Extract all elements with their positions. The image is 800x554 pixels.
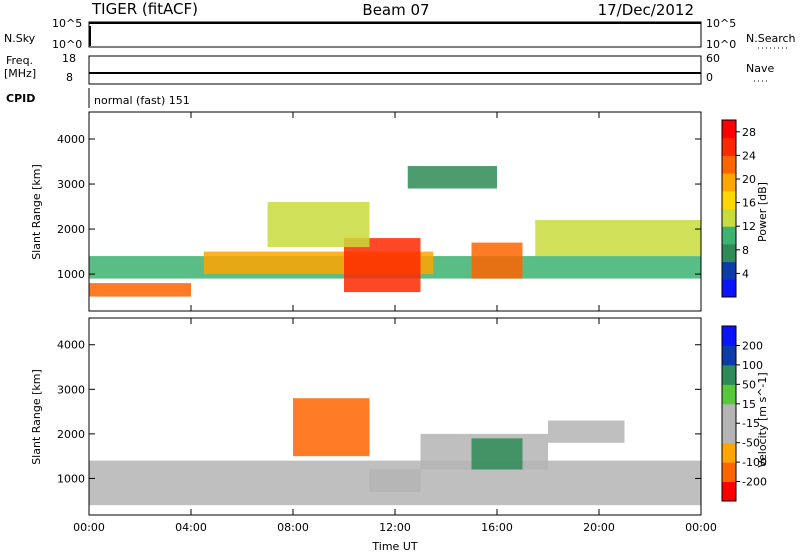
colorbar-segment <box>722 261 736 280</box>
nsky-left-top: 10^5 <box>52 17 82 30</box>
heatmap-band <box>89 283 191 297</box>
freq-label: Freq. <box>6 54 33 67</box>
colorbar-tick-label: -200 <box>742 476 767 489</box>
colorbar-segment <box>722 137 736 156</box>
colorbar-segment <box>722 403 736 424</box>
y-tick-label: 1000 <box>57 268 85 281</box>
cpid-value: normal (fast) 151 <box>94 94 190 107</box>
nsky-left-bottom: 10^0 <box>52 38 82 51</box>
nsky-label: N.Sky <box>4 32 36 45</box>
x-tick-label: 12:00 <box>379 521 411 534</box>
colorbar-segment <box>722 345 736 366</box>
colorbar-tick-label: -50 <box>742 437 760 450</box>
y-tick-label: 2000 <box>57 428 85 441</box>
cpid-label: CPID <box>6 92 35 105</box>
power-panel: 1000 2000 3000 4000 Slant Range [km] 4 8 12 16… <box>30 111 769 312</box>
heatmap-band <box>293 398 370 457</box>
power-heatmap <box>89 166 701 297</box>
colorbar-tick-label: -15 <box>742 417 760 430</box>
y-tick-label: 3000 <box>57 178 85 191</box>
velocity-heatmap <box>89 398 701 506</box>
power-colorbar: 4 8 12 16 20 24 28 <box>721 119 756 298</box>
freq-right-bottom: 0 <box>706 71 713 84</box>
colorbar-tick-label: 50 <box>742 378 756 391</box>
y-tick-label: 4000 <box>57 133 85 146</box>
colorbar-tick-label: 24 <box>742 149 756 162</box>
colorbar-tick-label: 15 <box>742 398 756 411</box>
colorbar-segment <box>722 384 736 405</box>
y-tick-label: 4000 <box>57 339 85 352</box>
colorbar-segment <box>722 462 736 483</box>
nsky-panel: N.Sky 10^5 10^0 10^5 10^0 N.Search <box>4 17 796 51</box>
colorbar-segment <box>722 120 736 139</box>
cpid-panel: CPID normal (fast) 151 <box>6 88 190 108</box>
freq-panel: Freq. [MHz] 18 8 60 0 Nave <box>4 52 774 85</box>
colorbar-tick-label: 16 <box>742 197 756 210</box>
x-tick-label: 16:00 <box>481 521 513 534</box>
xlabel: Time UT <box>371 540 417 553</box>
heatmap-band <box>407 166 497 189</box>
colorbar-tick-label: 8 <box>742 244 749 257</box>
colorbar-tick-label: 28 <box>742 126 756 139</box>
nsky-right-top: 10^5 <box>706 17 736 30</box>
y-tick-label: 1000 <box>57 472 85 485</box>
x-tick-label: 08:00 <box>277 521 309 534</box>
freq-unit: [MHz] <box>4 67 36 80</box>
freq-left-top: 18 <box>62 52 76 65</box>
y-tick-label: 2000 <box>57 223 85 236</box>
colorbar-segment <box>722 442 736 463</box>
x-tick-label: 00:00 <box>73 521 105 534</box>
colorbar-segment <box>722 208 736 227</box>
colorbar-tick-label: 12 <box>742 220 756 233</box>
nsearch-label: N.Search <box>746 32 796 45</box>
colorbar-segment <box>722 173 736 192</box>
power-colorbar-label: Power [dB] <box>756 182 769 242</box>
heatmap-band <box>471 438 523 470</box>
freq-right-top: 60 <box>706 52 720 65</box>
y-tick-label: 3000 <box>57 383 85 396</box>
power-ylabel: Slant Range [km] <box>30 164 43 260</box>
velocity-colorbar: 200 100 50 15 -15 -50 -100 -200 <box>721 325 767 502</box>
velocity-colorbar-label: Velocity [m s^-1] <box>756 372 769 467</box>
colorbar-segment <box>722 226 736 245</box>
heatmap-band <box>369 469 421 492</box>
heatmap-band <box>471 242 523 279</box>
colorbar-tick-label: 100 <box>742 359 763 372</box>
x-tick-label: 20:00 <box>583 521 615 534</box>
colorbar-segment <box>722 481 736 502</box>
radar-title: TIGER (fitACF) <box>91 0 198 18</box>
nave-label: Nave <box>746 62 774 75</box>
velocity-ylabel: Slant Range [km] <box>30 369 43 465</box>
heatmap-band <box>535 220 701 257</box>
colorbar-segment <box>722 364 736 385</box>
colorbar-tick-label: 200 <box>742 339 763 352</box>
colorbar-segment <box>722 243 736 263</box>
heatmap-band <box>548 420 625 443</box>
colorbar-segment <box>722 279 736 298</box>
x-tick-label: 00:00 <box>685 521 717 534</box>
beam-title: Beam 07 <box>362 1 429 19</box>
date-title: 17/Dec/2012 <box>598 1 694 19</box>
colorbar-tick-label: 20 <box>742 173 756 186</box>
heatmap-band <box>267 202 370 248</box>
velocity-panel: 1000 2000 3000 4000 00:00 04:00 08:00 12:00 16:… <box>30 317 769 534</box>
colorbar-segment <box>722 423 736 444</box>
nsky-right-bottom: 10^0 <box>706 38 736 51</box>
freq-left-bottom: 8 <box>66 71 73 84</box>
colorbar-segment <box>722 190 736 209</box>
colorbar-tick-label: 4 <box>742 267 749 280</box>
heatmap-band <box>344 238 421 293</box>
colorbar-segment <box>722 326 736 346</box>
colorbar-tick-label: -100 <box>742 456 767 469</box>
x-tick-label: 04:00 <box>175 521 207 534</box>
colorbar-segment <box>722 155 736 174</box>
